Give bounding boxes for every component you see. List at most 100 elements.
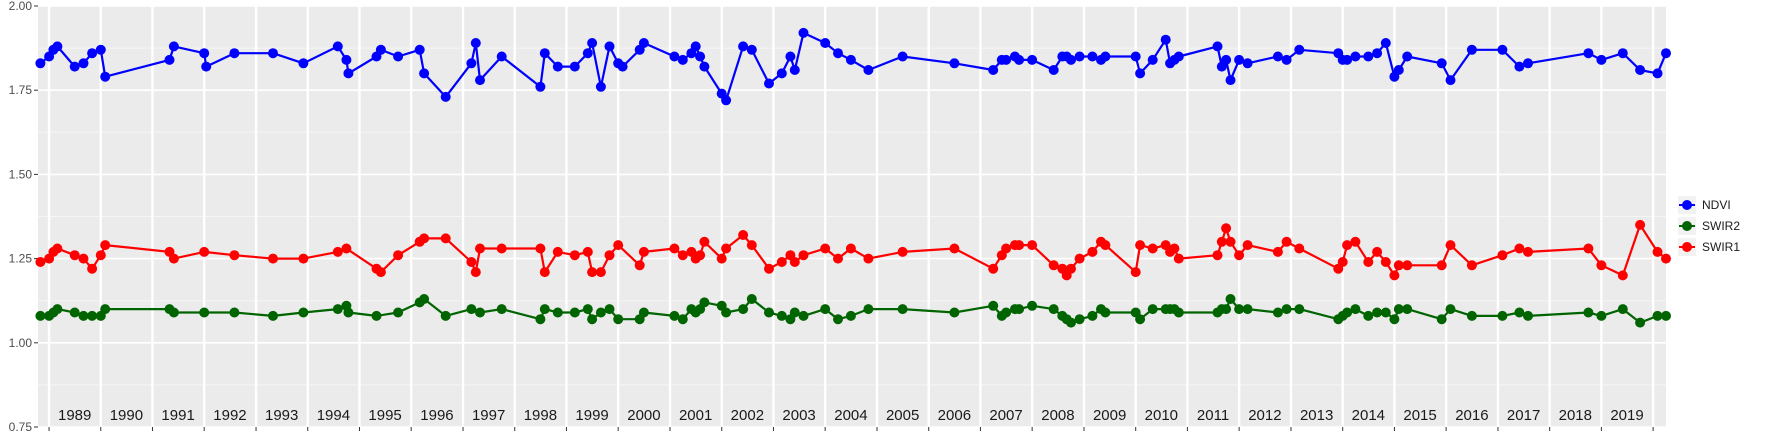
swir1-point — [798, 250, 809, 261]
swir1-point — [1001, 243, 1012, 254]
swir1-point — [332, 246, 343, 257]
swir1-point — [988, 263, 999, 274]
swir1-point — [375, 267, 386, 278]
swir1-point — [764, 263, 774, 274]
ndvi-point — [341, 54, 352, 65]
swir1-point — [1272, 246, 1283, 257]
ndvi-point — [1466, 44, 1477, 55]
swir2-point — [897, 304, 908, 315]
swir1-point — [677, 250, 688, 261]
swir2-point — [1147, 304, 1158, 315]
ndvi-point — [539, 48, 550, 59]
x-tick-label: 2017 — [1507, 407, 1540, 424]
swir2-point — [949, 307, 960, 318]
ndvi-point — [1281, 54, 1292, 65]
ndvi-point — [1497, 44, 1508, 55]
swir1-point — [1225, 236, 1236, 247]
swir2-point — [1523, 310, 1533, 321]
y-tick-label: 2.00 — [9, 0, 33, 13]
swir1-point — [863, 253, 874, 264]
swir2-point — [776, 310, 787, 321]
swir2-point — [1087, 310, 1098, 321]
ndvi-point — [1087, 51, 1098, 62]
swir2-point — [1583, 307, 1594, 318]
swir1-point — [845, 243, 856, 254]
legend-point — [1682, 221, 1692, 231]
ndvi-point — [1635, 65, 1646, 75]
swir2-point — [845, 310, 856, 321]
swir2-point — [496, 304, 507, 315]
ndvi-point — [552, 61, 563, 72]
swir1-point — [1234, 250, 1245, 261]
swir2-point — [699, 297, 710, 308]
legend-item-swir2: SWIR2 — [1678, 217, 1740, 235]
swir1-point — [1216, 236, 1227, 247]
ndvi-point — [100, 71, 111, 82]
ndvi-point — [496, 51, 507, 62]
swir2-point — [1342, 307, 1353, 318]
swir1-point — [1583, 243, 1594, 254]
swir2-point — [1048, 304, 1059, 315]
swir2-point — [833, 314, 843, 325]
swir1-point — [552, 246, 563, 257]
swir2-point — [669, 310, 680, 321]
ndvi-point — [1048, 65, 1059, 75]
ndvi-point — [1393, 65, 1404, 75]
swir2-point — [1436, 314, 1447, 325]
swir1-point — [1523, 246, 1533, 257]
x-tick-label: 2009 — [1093, 407, 1126, 424]
swir1-point — [1617, 270, 1628, 281]
x-tick-label: 1989 — [58, 407, 91, 424]
x-tick-label: 2015 — [1403, 407, 1436, 424]
swir1-point — [1169, 243, 1180, 254]
swir2-point — [52, 304, 63, 315]
swir2-point — [1027, 300, 1038, 311]
swir2-point — [569, 307, 580, 318]
ndvi-point — [95, 44, 106, 55]
swir2-point — [78, 310, 89, 321]
swir2-point — [613, 314, 624, 325]
swir2-point — [393, 307, 404, 318]
ndvi-point — [587, 38, 598, 48]
swir1-point — [746, 240, 757, 251]
swir1-point — [721, 243, 732, 254]
swir2-point — [638, 307, 649, 318]
ndvi-point — [1242, 58, 1253, 69]
swir1-point — [1130, 267, 1141, 278]
swir2-point — [1074, 314, 1085, 325]
swir2-point — [1652, 310, 1663, 321]
ndvi-point — [1372, 48, 1383, 59]
swir2-point — [229, 307, 240, 318]
swir1-point — [535, 243, 546, 254]
swir1-point — [1048, 260, 1059, 271]
ndvi-point — [833, 48, 843, 59]
ndvi-point — [1066, 54, 1076, 65]
swir1-point — [1497, 250, 1508, 261]
x-tick-label: 2014 — [1352, 407, 1385, 424]
swir1-point — [440, 233, 451, 244]
ndvi-point — [690, 41, 701, 52]
swir2-point — [863, 304, 874, 315]
swir1-point — [1074, 253, 1085, 264]
swir2-point — [371, 310, 382, 321]
ndvi-point — [87, 48, 98, 59]
ndvi-point — [746, 44, 757, 55]
swir2-point — [1234, 304, 1245, 315]
ndvi-point — [1014, 54, 1025, 65]
ndvi-point — [699, 61, 710, 72]
ndvi-point — [1001, 54, 1012, 65]
series-swir1 — [35, 219, 1671, 281]
swir2-point — [1393, 304, 1404, 315]
ndvi-point — [268, 48, 278, 59]
x-tick-label: 1997 — [472, 407, 505, 424]
ndvi-point — [1652, 68, 1663, 79]
swir2-point — [1363, 310, 1374, 321]
ndvi-point — [78, 58, 89, 69]
ndvi-point — [199, 48, 210, 59]
swir1-point — [1635, 219, 1646, 230]
x-tick-label: 1991 — [161, 407, 194, 424]
swir1-point — [95, 250, 106, 261]
swir1-point — [1372, 246, 1383, 257]
ndvi-point — [897, 51, 908, 62]
swir2-point — [1014, 304, 1025, 315]
